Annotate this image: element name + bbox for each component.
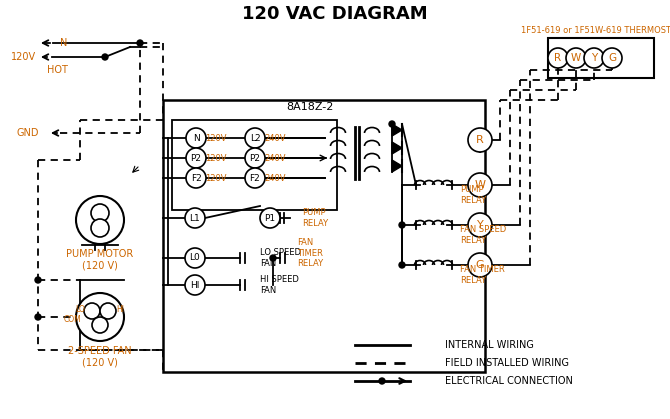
Circle shape: [389, 121, 395, 127]
Circle shape: [186, 128, 206, 148]
Text: G: G: [608, 53, 616, 63]
Circle shape: [35, 277, 41, 283]
Text: L0: L0: [190, 253, 200, 262]
Circle shape: [602, 48, 622, 68]
Circle shape: [270, 255, 276, 261]
Text: N: N: [193, 134, 200, 142]
Text: LO SPEED
FAN: LO SPEED FAN: [260, 248, 301, 268]
Text: R: R: [555, 53, 561, 63]
Text: 120V: 120V: [205, 153, 226, 163]
Circle shape: [566, 48, 586, 68]
Text: HI SPEED
FAN: HI SPEED FAN: [260, 275, 299, 295]
Text: ELECTRICAL CONNECTION: ELECTRICAL CONNECTION: [445, 376, 573, 386]
Text: 240V: 240V: [264, 173, 285, 183]
Circle shape: [185, 248, 205, 268]
Circle shape: [468, 173, 492, 197]
Bar: [163, 100, 485, 372]
Text: P2: P2: [249, 153, 261, 163]
Circle shape: [35, 314, 41, 320]
Circle shape: [245, 128, 265, 148]
Circle shape: [379, 378, 385, 384]
Text: HOT: HOT: [46, 65, 68, 75]
Text: L1: L1: [190, 214, 200, 222]
Text: FAN TIMER
RELAY: FAN TIMER RELAY: [460, 265, 505, 285]
Text: W: W: [474, 180, 486, 190]
Text: W: W: [571, 53, 581, 63]
Text: R: R: [476, 135, 484, 145]
Text: 2-SPEED FAN
(120 V): 2-SPEED FAN (120 V): [68, 346, 132, 368]
Bar: [548, 38, 654, 78]
Text: COM: COM: [63, 315, 81, 323]
Circle shape: [399, 222, 405, 228]
Circle shape: [468, 128, 492, 152]
Text: 120V: 120V: [205, 134, 226, 142]
Circle shape: [91, 219, 109, 237]
Text: HI: HI: [190, 280, 200, 290]
Text: 120 VAC DIAGRAM: 120 VAC DIAGRAM: [242, 5, 428, 23]
Text: P2: P2: [190, 153, 202, 163]
Text: L2: L2: [250, 134, 261, 142]
Circle shape: [76, 196, 124, 244]
Text: FAN
TIMER
RELAY: FAN TIMER RELAY: [297, 238, 323, 268]
Text: F2: F2: [191, 173, 202, 183]
Circle shape: [245, 148, 265, 168]
Bar: [172, 120, 337, 210]
Circle shape: [186, 148, 206, 168]
Text: GND: GND: [17, 128, 40, 138]
Text: PUMP
RELAY: PUMP RELAY: [460, 185, 486, 205]
Circle shape: [100, 303, 116, 319]
Circle shape: [84, 303, 100, 319]
Text: HI: HI: [116, 305, 124, 313]
Circle shape: [76, 293, 124, 341]
Text: PUMP
RELAY: PUMP RELAY: [302, 208, 328, 228]
Circle shape: [137, 40, 143, 46]
Text: F2: F2: [250, 173, 261, 183]
Text: 8A18Z-2: 8A18Z-2: [286, 102, 334, 112]
Circle shape: [92, 317, 108, 333]
Text: G: G: [476, 260, 484, 270]
Text: N: N: [60, 38, 68, 48]
Circle shape: [548, 48, 568, 68]
Text: P1: P1: [265, 214, 275, 222]
Text: 240V: 240V: [264, 153, 285, 163]
Text: 120V: 120V: [205, 173, 226, 183]
Text: FAN SPEED
RELAY: FAN SPEED RELAY: [460, 225, 507, 245]
Text: PUMP MOTOR
(120 V): PUMP MOTOR (120 V): [66, 249, 133, 271]
Text: FIELD INSTALLED WIRING: FIELD INSTALLED WIRING: [445, 358, 569, 368]
Circle shape: [584, 48, 604, 68]
Text: 240V: 240V: [264, 134, 285, 142]
Circle shape: [245, 168, 265, 188]
Polygon shape: [392, 142, 402, 154]
Circle shape: [260, 208, 280, 228]
Text: Y: Y: [591, 53, 597, 63]
Polygon shape: [392, 160, 402, 172]
Circle shape: [185, 275, 205, 295]
Circle shape: [102, 54, 108, 60]
Text: Y: Y: [476, 220, 483, 230]
Text: 120V: 120V: [11, 52, 37, 62]
Text: INTERNAL WIRING: INTERNAL WIRING: [445, 340, 534, 350]
Text: 1F51-619 or 1F51W-619 THERMOSTAT: 1F51-619 or 1F51W-619 THERMOSTAT: [521, 26, 670, 34]
Polygon shape: [392, 124, 402, 136]
Circle shape: [186, 168, 206, 188]
Circle shape: [185, 208, 205, 228]
Circle shape: [468, 213, 492, 237]
Text: LO: LO: [75, 305, 85, 313]
Circle shape: [468, 253, 492, 277]
Circle shape: [399, 262, 405, 268]
Circle shape: [91, 204, 109, 222]
